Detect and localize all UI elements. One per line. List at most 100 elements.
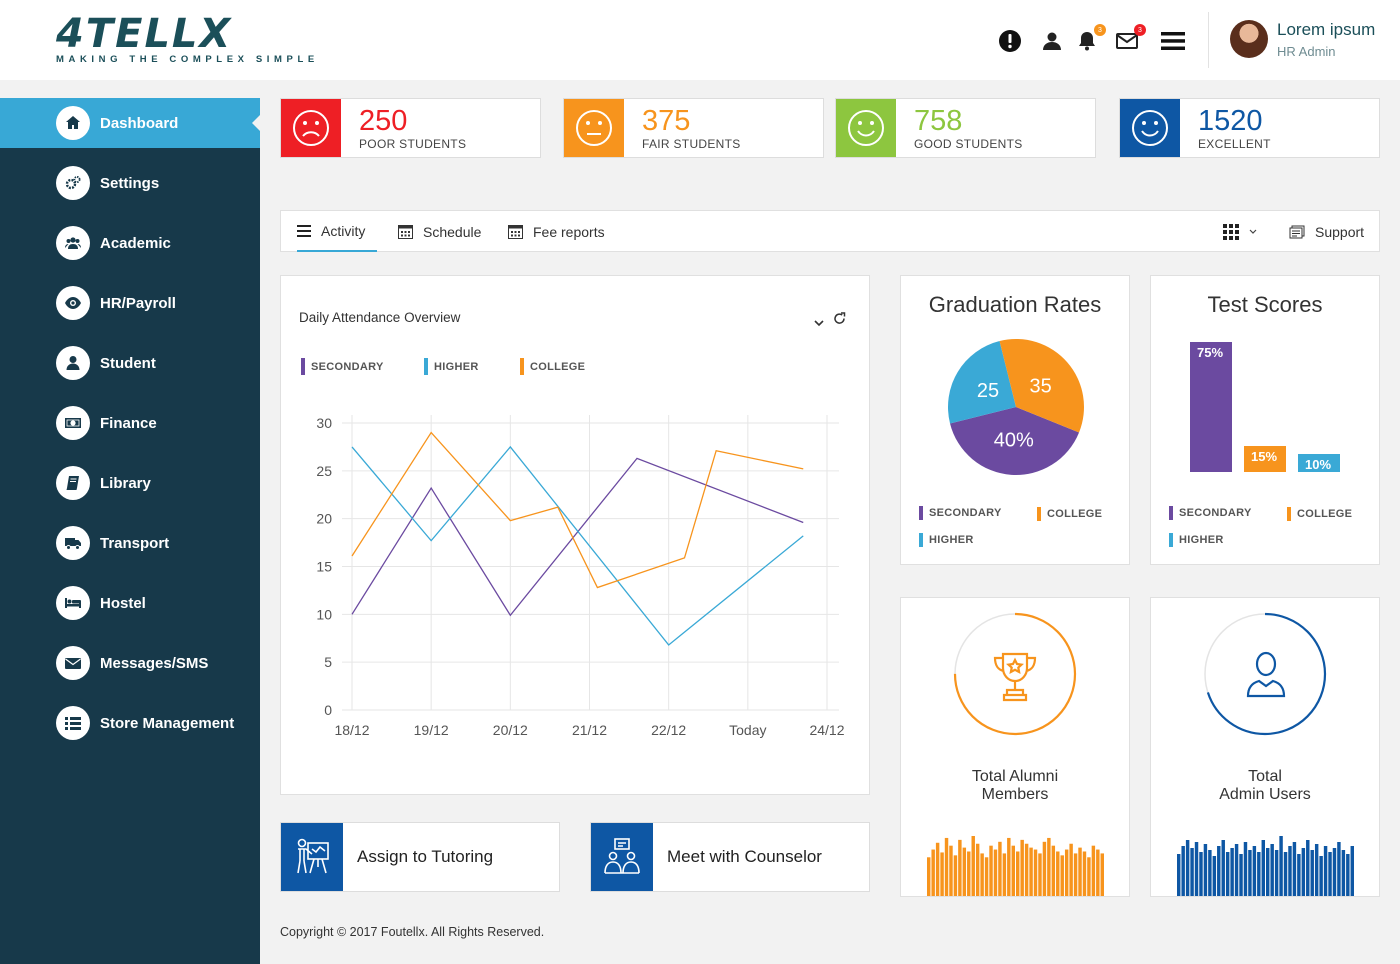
stat-label: EXCELLENT [1198,137,1271,151]
spark-bar [1328,852,1332,896]
support-link[interactable]: Support [1289,211,1364,252]
spark-bar [1279,836,1283,896]
sidebar-item-hr-payroll[interactable]: HR/Payroll [0,278,260,328]
legend-secondary[interactable]: SECONDARY [1169,506,1252,520]
spark-bar [949,845,953,896]
face-sad-icon [281,99,341,157]
stat-card-poor-students[interactable]: 250 POOR STUDENTS [280,98,541,158]
home-icon [56,106,90,140]
attendance-title: Daily Attendance Overview [299,310,461,325]
legend-college[interactable]: COLLEGE [1037,507,1102,521]
sidebar-item-label: Student [100,354,156,372]
tab-activity[interactable]: Activity [297,211,378,252]
spark-bar [931,849,935,896]
sidebar-item-label: Store Management [100,714,235,732]
legend-college[interactable]: COLLEGE [1287,507,1352,521]
stat-value: 1520 [1198,105,1263,137]
sidebar-item-messages-sms[interactable]: Messages/SMS [0,638,260,688]
y-tick-label: 0 [324,702,332,718]
spark-bar [1270,844,1274,896]
admin-sparkbars [1177,836,1354,896]
refresh-icon[interactable] [833,312,846,330]
alert-icon[interactable] [997,28,1023,54]
spark-bar [998,841,1002,896]
support-icon [1289,225,1305,238]
book-icon [56,466,90,500]
footer-copyright: Copyright © 2017 Foutellx. All Rights Re… [280,925,545,939]
spark-bar [975,843,980,896]
sidebar-item-store-management[interactable]: Store Management [0,698,260,748]
x-tick-label: 22/12 [651,722,686,738]
tab-schedule[interactable]: Schedule [398,211,481,252]
legend-higher[interactable]: HIGHER [424,358,479,375]
spark-bar [1042,841,1047,896]
series-line-higher [351,445,804,646]
spark-bar [1002,853,1007,896]
sidebar-item-transport[interactable]: Transport [0,518,260,568]
spark-bar [1007,837,1011,896]
apps-grid-dropdown[interactable] [1223,211,1267,252]
eye-icon [56,286,90,320]
user-icon [56,346,90,380]
legend-label: SECONDARY [1179,507,1252,519]
spark-bar [1257,852,1261,896]
stat-card-good-students[interactable]: 758 GOOD STUDENTS [835,98,1096,158]
spark-bar [940,852,944,896]
sidebar-item-label: Settings [100,174,160,192]
spark-bar [1212,856,1217,896]
bar-secondary [1190,342,1232,472]
pie-slice [950,407,1080,475]
stat-label: FAIR STUDENTS [642,137,741,151]
legend-label: COLLEGE [1297,508,1353,520]
user-icon[interactable] [1039,28,1065,54]
bar-college [1244,446,1286,472]
sidebar-item-settings[interactable]: Settings [0,158,260,208]
legend-swatch [919,533,923,547]
spark-bar [1266,848,1270,896]
header-separator [1208,12,1209,68]
chevron-down-icon[interactable] [814,314,824,332]
user-name[interactable]: Lorem ipsum [1277,20,1376,39]
stat-label: POOR STUDENTS [359,137,467,151]
spark-bar [1350,846,1354,896]
legend-swatch [301,358,305,375]
sidebar-item-library[interactable]: Library [0,458,260,508]
spark-bar [1024,843,1029,896]
spark-bar [1217,846,1221,896]
spark-bar [1306,840,1310,896]
stat-card-excellent[interactable]: 1520 EXCELLENT [1119,98,1380,158]
calendar-icon [398,225,413,239]
avatar[interactable] [1230,20,1268,58]
spark-bar [989,845,993,896]
tab-fee-reports[interactable]: Fee reports [508,211,605,252]
assign-tutoring-button[interactable]: Assign to Tutoring [280,822,560,892]
sidebar-item-finance[interactable]: Finance [0,398,260,448]
face-neutral-icon [564,99,624,157]
bell-icon[interactable]: 3 [1074,24,1106,54]
spark-bar [1310,850,1314,896]
sidebar-item-dashboard[interactable]: Dashboard [0,98,260,148]
top-header: 4TELLX MAKING THE COMPLEX SIMPLE 3 3 Lor… [0,0,1400,80]
spark-bar [1096,849,1100,896]
mail-icon[interactable]: 3 [1114,24,1146,54]
legend-college[interactable]: COLLEGE [520,358,585,375]
legend-higher[interactable]: HIGHER [1169,533,1224,547]
menu-icon[interactable] [1160,28,1186,54]
logo[interactable]: 4TELLX MAKING THE COMPLEX SIMPLE [56,14,319,65]
legend-higher[interactable]: HIGHER [919,533,974,547]
meet-counselor-button[interactable]: Meet with Counselor [590,822,870,892]
stat-card-fair-students[interactable]: 375 FAIR STUDENTS [563,98,824,158]
alumni-label-line2: Members [981,786,1049,803]
truck-icon [56,526,90,560]
x-tick-label: 24/12 [809,722,844,738]
ring-progress [953,612,1077,736]
sidebar-item-student[interactable]: Student [0,338,260,388]
sidebar-item-academic[interactable]: Academic [0,218,260,268]
sidebar-item-hostel[interactable]: Hostel [0,578,260,628]
legend-secondary[interactable]: SECONDARY [919,506,1002,520]
legend-secondary[interactable]: SECONDARY [301,358,384,375]
spark-bar [1274,850,1279,896]
spark-bar [1248,850,1252,896]
bar-value-label: 10% [1305,457,1331,472]
tab-activity-label: Activity [321,222,366,239]
